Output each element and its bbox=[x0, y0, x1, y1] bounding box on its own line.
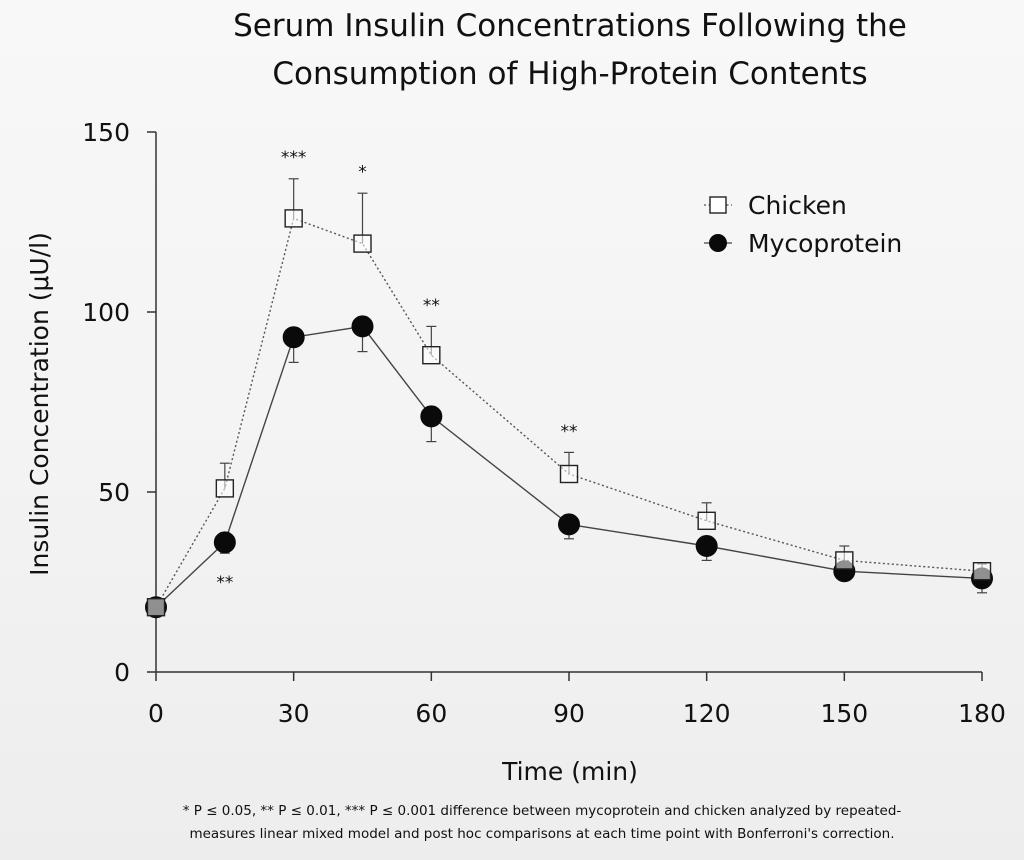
mycoprotein-point bbox=[282, 326, 305, 349]
legend-mycoprotein-marker bbox=[709, 234, 727, 252]
x-tick-label: 180 bbox=[958, 699, 1006, 728]
legend-mycoprotein-label: Mycoprotein bbox=[748, 229, 902, 258]
chart-title-line-2: Consumption of High-Protein Contents bbox=[272, 56, 867, 92]
chicken-point bbox=[972, 562, 992, 581]
significance-annotation: ** bbox=[561, 422, 578, 442]
x-tick-label: 150 bbox=[820, 699, 868, 728]
chicken-point bbox=[422, 346, 441, 365]
mycoprotein-point bbox=[351, 315, 374, 338]
significance-annotation: *** bbox=[281, 148, 307, 168]
legend-chicken-marker bbox=[709, 196, 727, 214]
x-tick-label: 60 bbox=[415, 699, 447, 728]
series-lines bbox=[155, 217, 983, 608]
x-axis-label: Time (min) bbox=[501, 757, 638, 786]
legend: Chicken Mycoprotein bbox=[704, 191, 902, 258]
chicken-point bbox=[284, 209, 303, 228]
mycoprotein-point bbox=[213, 531, 236, 554]
chicken-point bbox=[697, 511, 716, 530]
footnote-line-1: * P ≤ 0.05, ** P ≤ 0.01, *** P ≤ 0.001 d… bbox=[183, 803, 902, 819]
footnote-line-2: measures linear mixed model and post hoc… bbox=[189, 826, 894, 842]
footnote: * P ≤ 0.05, ** P ≤ 0.01, *** P ≤ 0.001 d… bbox=[183, 803, 902, 842]
chicken-point bbox=[215, 479, 235, 498]
chicken-point bbox=[353, 234, 372, 253]
chart-title: Serum Insulin Concentrations Following t… bbox=[233, 8, 907, 92]
data-markers bbox=[145, 209, 993, 619]
x-tick-label: 90 bbox=[553, 699, 585, 728]
y-tick-label: 100 bbox=[82, 298, 130, 327]
x-tick-label: 120 bbox=[683, 699, 731, 728]
x-tick-label: 30 bbox=[278, 699, 310, 728]
chicken-point bbox=[835, 551, 854, 570]
significance-annotations: ********** bbox=[216, 148, 577, 593]
axes: 0 50 100 150 0 30 60 90 120 150 180 bbox=[82, 118, 1006, 728]
mycoprotein-point bbox=[558, 513, 580, 536]
significance-annotation: * bbox=[358, 163, 367, 183]
chicken-point bbox=[146, 598, 166, 617]
chart-title-line-1: Serum Insulin Concentrations Following t… bbox=[233, 8, 907, 44]
mycoprotein-point bbox=[420, 405, 443, 428]
chicken-line bbox=[155, 217, 983, 608]
legend-chicken-label: Chicken bbox=[748, 191, 847, 220]
significance-annotation: ** bbox=[216, 573, 233, 593]
chicken-point bbox=[559, 464, 579, 484]
mycoprotein-point bbox=[695, 535, 718, 557]
significance-annotation: ** bbox=[423, 296, 440, 316]
y-axis-label: Insulin Concentration (μU/l) bbox=[25, 232, 54, 576]
y-tick-label: 150 bbox=[82, 118, 130, 147]
x-tick-label: 0 bbox=[148, 699, 164, 728]
y-tick-label: 50 bbox=[98, 478, 130, 507]
y-tick-label: 0 bbox=[114, 658, 130, 687]
